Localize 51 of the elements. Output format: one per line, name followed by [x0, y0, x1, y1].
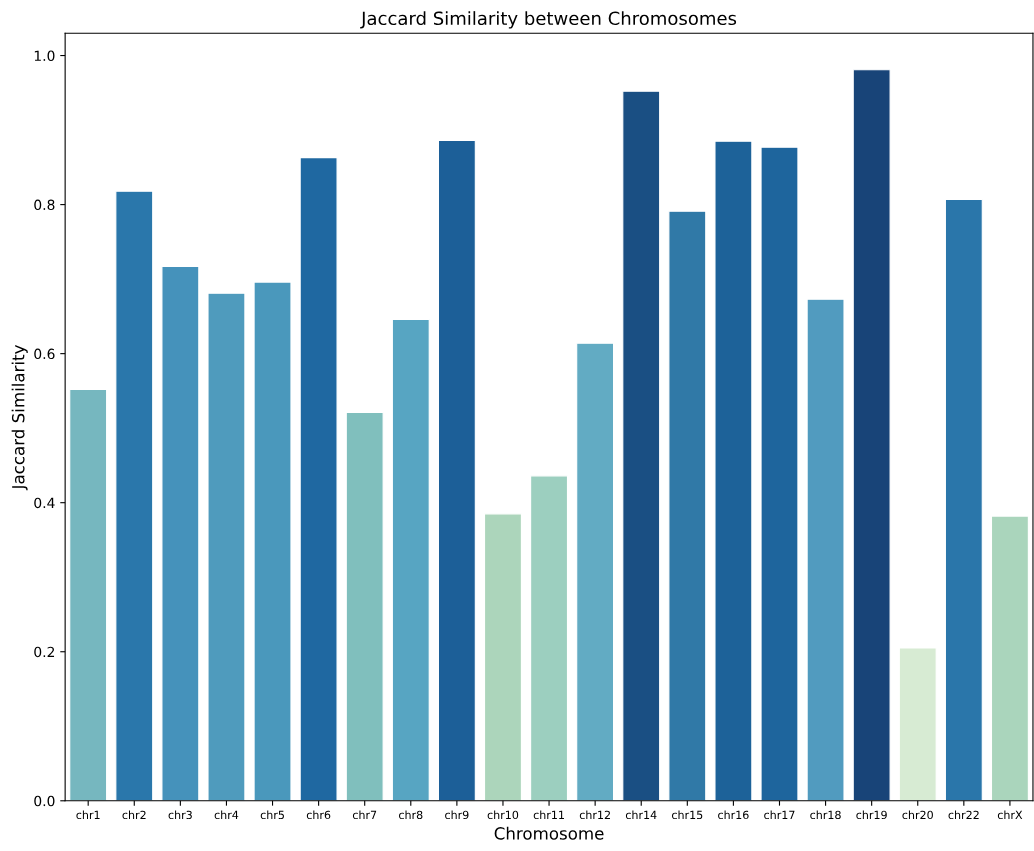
y-tick-label: 0.8: [34, 199, 55, 211]
bar: [668, 210, 707, 801]
bar: [299, 157, 338, 801]
chart-title: Jaccard Similarity between Chromosomes: [360, 11, 737, 29]
x-tick-label: chr19: [856, 810, 887, 820]
bar: [483, 513, 522, 801]
y-tick-label: 0.0: [34, 795, 55, 807]
bar: [622, 90, 661, 801]
x-axis-title: Chromosome: [494, 826, 604, 840]
bar: [760, 146, 799, 801]
x-tick-label: chr10: [487, 810, 519, 820]
x-tick-label: chr18: [810, 810, 841, 820]
x-tick-label: chr17: [764, 810, 795, 820]
x-tick-label: chr6: [306, 810, 331, 820]
bar: [806, 298, 845, 801]
bar: [944, 198, 983, 801]
y-axis-title: Jaccard Similarity: [11, 345, 28, 491]
bar: [576, 342, 615, 801]
bar: [345, 411, 384, 801]
x-tick-label: chr2: [122, 810, 146, 820]
bar: [714, 140, 753, 801]
x-tick-label: chr14: [625, 810, 657, 820]
x-tick-label: chr12: [579, 810, 610, 820]
x-tick-label: chrX: [997, 810, 1023, 820]
bar: [207, 292, 246, 801]
bar: [990, 515, 1029, 801]
x-tick-label: chr5: [260, 810, 284, 820]
bar: [115, 190, 154, 801]
x-tick-label: chr3: [168, 810, 192, 820]
y-tick-label: 0.2: [34, 646, 55, 658]
x-tick-label: chr7: [352, 810, 377, 820]
y-tick-label: 0.4: [34, 497, 55, 509]
x-tick-label: chr8: [399, 810, 423, 820]
bar: [391, 318, 430, 801]
x-tick-label: chr9: [445, 810, 469, 820]
bar: [253, 281, 292, 801]
x-tick-label: chr1: [76, 810, 100, 820]
bar: [530, 475, 569, 801]
x-tick-label: chr11: [533, 810, 564, 820]
bar: [69, 388, 108, 801]
y-tick-label: 0.6: [34, 348, 55, 360]
x-tick-label: chr15: [672, 810, 703, 820]
y-tick-label: 1.0: [34, 50, 55, 62]
x-tick-label: chr16: [718, 810, 749, 820]
x-tick-label: chr22: [948, 810, 979, 820]
bar: [898, 647, 937, 801]
bar: [852, 69, 891, 801]
bar: [161, 265, 200, 801]
bar: [437, 139, 476, 801]
x-tick-label: chr20: [902, 810, 933, 820]
x-tick-label: chr4: [214, 810, 239, 820]
